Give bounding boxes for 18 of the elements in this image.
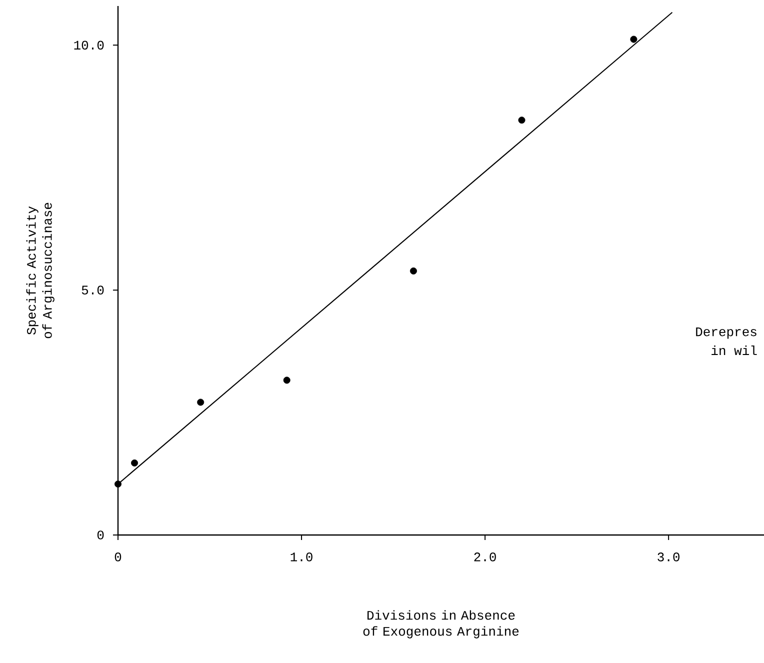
y-tick-label: 0 bbox=[97, 530, 104, 540]
point bbox=[114, 480, 122, 488]
x-tick-label: 3.0 bbox=[658, 552, 680, 562]
x-tick-label: 2.0 bbox=[474, 552, 496, 562]
point bbox=[630, 36, 638, 43]
y-tick-label: 10.0 bbox=[74, 40, 104, 50]
point bbox=[197, 398, 204, 406]
annotation: in wil bbox=[712, 346, 757, 355]
x-axis-title: Divisions in Absence of Exogenous Arginine bbox=[363, 610, 519, 638]
annotation: Derepres bbox=[696, 328, 756, 339]
point bbox=[283, 376, 290, 384]
point bbox=[410, 267, 417, 274]
x-tick-label: 1.0 bbox=[290, 552, 312, 562]
x-tick-label: 0 bbox=[114, 552, 122, 562]
point bbox=[131, 459, 138, 466]
y-axis-title: Specific Activity of Arginosuccinase bbox=[26, 202, 54, 338]
point bbox=[518, 116, 526, 124]
y-tick-label: 5.0 bbox=[82, 286, 104, 294]
